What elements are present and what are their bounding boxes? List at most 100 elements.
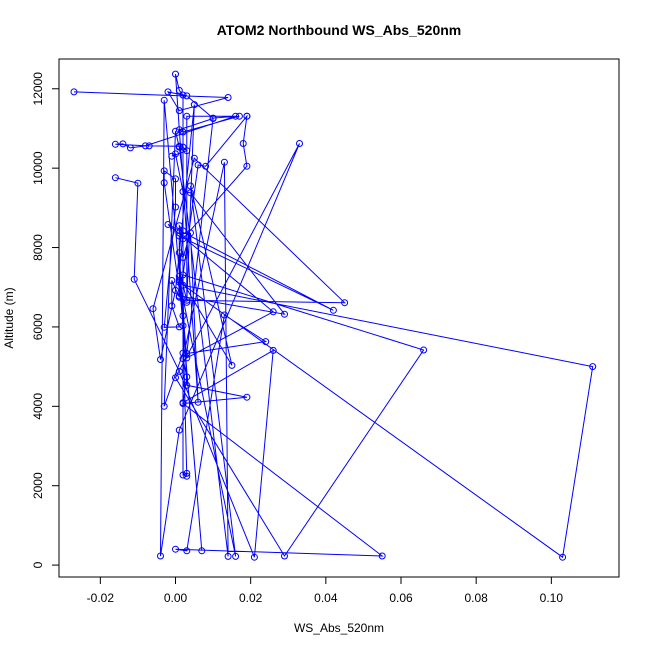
data-point	[183, 472, 191, 480]
axes: -0.02 0.00 0.02 0.04 0.06 0.08 0.10 0 2000 4000 60…	[31, 58, 620, 605]
data-point	[175, 86, 183, 94]
data-point	[134, 179, 142, 187]
y-tick-label: 4000	[31, 393, 45, 420]
data-point	[149, 305, 157, 313]
data-point	[126, 144, 134, 152]
data-point	[179, 128, 187, 136]
data-point	[160, 96, 168, 104]
data-point	[179, 254, 187, 261]
data-point	[202, 162, 210, 170]
data-point	[70, 88, 78, 96]
data-point	[157, 356, 164, 363]
data-point	[130, 275, 138, 283]
data-point	[179, 399, 187, 407]
data-point	[168, 152, 176, 160]
y-tick-label: 8000	[31, 234, 45, 261]
plot-frame	[58, 58, 620, 578]
data-point	[183, 469, 191, 477]
data-point	[220, 311, 228, 319]
y-axis-label: Altitude (m)	[2, 287, 16, 348]
data-point	[160, 323, 168, 331]
y-tick-label: 12000	[31, 72, 45, 106]
data-point	[175, 126, 183, 134]
data-point	[232, 552, 240, 560]
data-point	[281, 552, 288, 560]
data-point	[172, 70, 179, 78]
data-point	[119, 140, 127, 148]
data-point	[164, 88, 172, 96]
data-point	[183, 381, 191, 389]
data-point	[194, 161, 202, 169]
data-point	[232, 112, 240, 120]
data-point	[183, 354, 191, 362]
data-point	[175, 293, 183, 301]
data-point	[179, 91, 187, 99]
data-point	[175, 107, 183, 115]
data-point	[183, 350, 191, 357]
data-point	[172, 127, 179, 135]
data-point	[157, 552, 164, 560]
data-point	[194, 398, 202, 406]
data-point	[262, 338, 270, 346]
data-point	[111, 174, 119, 182]
data-point	[183, 547, 191, 555]
data-point	[175, 323, 183, 331]
chart-title: ATOM2 Northbound WS_Abs_520nm	[217, 22, 462, 38]
data-point	[175, 229, 183, 237]
data-point	[175, 426, 183, 434]
y-tick-label: 2000	[31, 472, 45, 499]
data-point	[228, 361, 236, 369]
data-point	[145, 142, 153, 150]
data-point	[183, 373, 191, 381]
data-point	[269, 346, 277, 354]
data-point	[179, 188, 187, 196]
data-point	[164, 221, 172, 228]
data-point	[168, 277, 176, 284]
data-point	[179, 355, 187, 363]
data-point	[175, 232, 183, 240]
data-point	[589, 363, 597, 371]
data-point	[179, 322, 187, 330]
data-point	[179, 471, 187, 479]
data-point	[175, 222, 183, 230]
data-point	[172, 286, 179, 294]
data-point	[269, 308, 277, 316]
data-point	[243, 162, 251, 170]
data-point	[175, 249, 183, 257]
data-point	[160, 167, 168, 175]
data-point	[111, 140, 119, 148]
x-tick-label: -0.02	[87, 591, 115, 605]
data-point	[183, 147, 191, 155]
data-point	[420, 346, 428, 354]
data-point	[172, 374, 179, 382]
x-tick-label: 0.02	[239, 591, 263, 605]
data-point	[187, 189, 194, 197]
data-point	[235, 112, 243, 120]
data-point	[220, 158, 228, 166]
data-point	[559, 553, 567, 561]
data-point	[179, 143, 187, 151]
x-axis-label: WS_Abs_520nm	[294, 621, 384, 635]
data-point	[224, 94, 232, 101]
y-tick-label: 10000	[31, 151, 45, 185]
data-point	[341, 299, 349, 307]
data-point	[160, 402, 168, 410]
data-point	[172, 203, 179, 211]
data-point	[250, 553, 258, 561]
data-series	[70, 70, 597, 561]
data-point	[296, 140, 303, 147]
data-point	[175, 272, 183, 280]
data-point	[179, 312, 187, 320]
y-tick-label: 0	[31, 561, 45, 568]
data-point	[172, 545, 179, 553]
data-point	[378, 552, 386, 560]
data-point	[168, 302, 176, 310]
data-point	[187, 182, 194, 190]
data-point	[172, 150, 179, 158]
data-point	[187, 229, 194, 237]
data-point	[179, 227, 187, 235]
data-point	[160, 179, 168, 187]
data-point	[141, 142, 149, 150]
